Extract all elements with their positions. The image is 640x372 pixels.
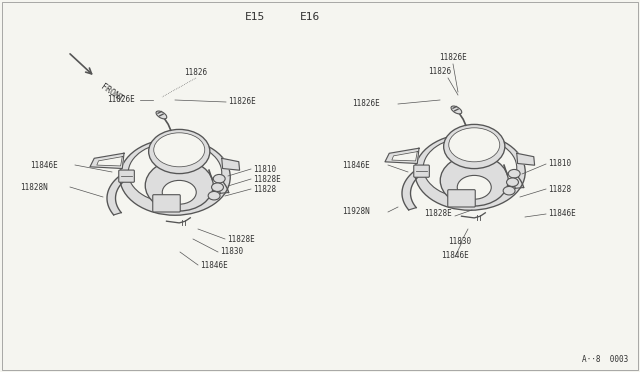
Polygon shape (516, 153, 534, 165)
Polygon shape (221, 158, 239, 170)
FancyBboxPatch shape (448, 190, 476, 207)
Text: 11846E: 11846E (342, 160, 370, 170)
Polygon shape (402, 157, 524, 210)
Text: A··8  0003: A··8 0003 (582, 356, 628, 365)
Polygon shape (392, 152, 417, 161)
Text: 11810: 11810 (548, 160, 571, 169)
Text: 11846E: 11846E (441, 250, 469, 260)
FancyBboxPatch shape (119, 170, 134, 182)
Ellipse shape (449, 128, 500, 162)
Text: E16: E16 (300, 12, 320, 22)
Text: 11826: 11826 (184, 68, 207, 77)
Ellipse shape (213, 174, 225, 183)
Text: 11828: 11828 (253, 185, 276, 193)
Ellipse shape (128, 142, 221, 203)
Text: 11810: 11810 (253, 164, 276, 173)
Ellipse shape (154, 133, 205, 167)
Ellipse shape (506, 178, 518, 186)
Text: 11828E: 11828E (227, 234, 255, 244)
Text: 11846E: 11846E (30, 160, 58, 170)
Ellipse shape (163, 180, 196, 204)
Text: E15: E15 (245, 12, 265, 22)
Text: 11846E: 11846E (548, 209, 576, 218)
FancyBboxPatch shape (153, 195, 180, 212)
Ellipse shape (415, 134, 525, 210)
Ellipse shape (120, 139, 230, 215)
Ellipse shape (508, 170, 520, 178)
Polygon shape (90, 153, 124, 169)
Ellipse shape (208, 192, 220, 200)
Ellipse shape (440, 155, 508, 206)
Text: 11830: 11830 (220, 247, 243, 257)
Ellipse shape (423, 137, 516, 198)
Polygon shape (107, 161, 228, 215)
Text: FRONT: FRONT (99, 82, 125, 104)
Ellipse shape (212, 183, 223, 192)
Ellipse shape (145, 160, 213, 211)
Ellipse shape (503, 186, 515, 195)
Text: 11828E: 11828E (424, 209, 452, 218)
FancyBboxPatch shape (413, 165, 429, 177)
Text: 11826E: 11826E (439, 53, 467, 62)
Text: 11830: 11830 (449, 237, 472, 247)
Ellipse shape (457, 176, 492, 199)
Text: 11826: 11826 (428, 67, 452, 76)
Ellipse shape (451, 106, 462, 114)
Polygon shape (97, 157, 122, 166)
Text: 11846E: 11846E (200, 260, 228, 269)
Ellipse shape (148, 129, 210, 174)
Text: 11826E: 11826E (228, 97, 256, 106)
Ellipse shape (444, 124, 505, 169)
Text: 11828N: 11828N (20, 183, 48, 192)
Polygon shape (385, 148, 419, 164)
Text: 11826E: 11826E (107, 96, 135, 105)
Text: 11928N: 11928N (342, 208, 370, 217)
Text: 11828E: 11828E (253, 174, 281, 183)
Text: 11826E: 11826E (352, 99, 380, 109)
Ellipse shape (156, 111, 167, 119)
Text: 11828: 11828 (548, 185, 571, 193)
